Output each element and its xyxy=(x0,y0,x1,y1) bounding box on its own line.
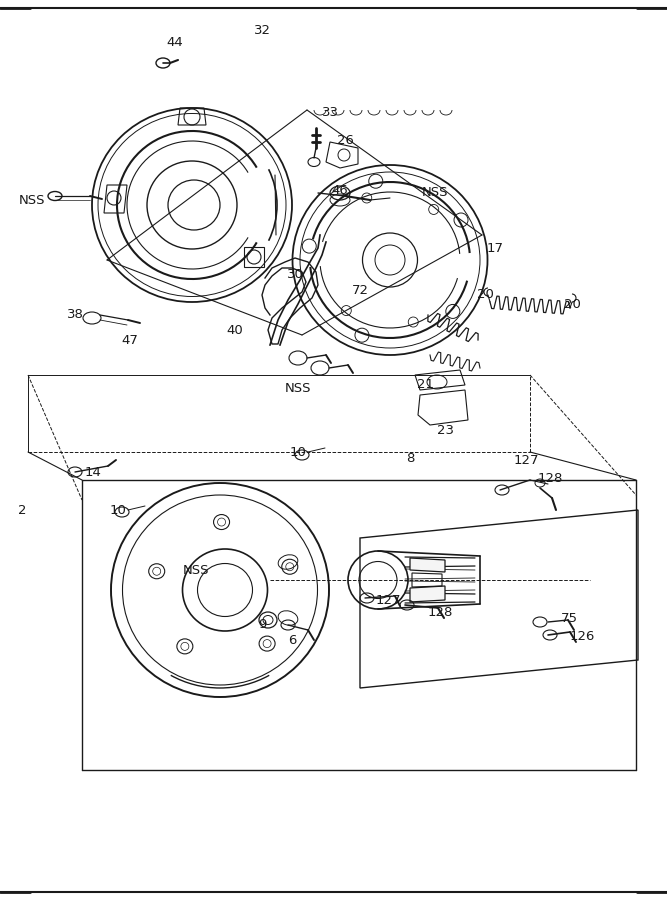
Text: 128: 128 xyxy=(538,472,563,484)
Text: 127: 127 xyxy=(513,454,539,466)
Text: 127: 127 xyxy=(376,593,401,607)
Text: 40: 40 xyxy=(227,323,243,337)
Text: 6: 6 xyxy=(288,634,296,646)
Text: 33: 33 xyxy=(321,105,338,119)
Text: 128: 128 xyxy=(428,606,453,618)
Text: 2: 2 xyxy=(18,503,26,517)
Text: 23: 23 xyxy=(436,424,454,436)
Text: 20: 20 xyxy=(476,289,494,302)
Text: 38: 38 xyxy=(67,309,83,321)
Text: 8: 8 xyxy=(406,452,414,464)
Text: 126: 126 xyxy=(570,629,595,643)
Text: NSS: NSS xyxy=(19,194,45,206)
Polygon shape xyxy=(410,558,445,572)
Text: NSS: NSS xyxy=(183,563,209,577)
Text: NSS: NSS xyxy=(422,185,448,199)
Text: 26: 26 xyxy=(337,133,354,147)
Text: 46: 46 xyxy=(331,184,348,196)
Text: 44: 44 xyxy=(167,35,183,49)
Text: 20: 20 xyxy=(564,299,580,311)
Text: 9: 9 xyxy=(258,618,266,632)
Text: 21: 21 xyxy=(416,379,434,392)
Text: NSS: NSS xyxy=(285,382,311,394)
Text: 32: 32 xyxy=(253,23,271,37)
Text: 17: 17 xyxy=(486,241,504,255)
Text: 10: 10 xyxy=(109,503,127,517)
Text: 14: 14 xyxy=(85,465,101,479)
Text: 47: 47 xyxy=(121,334,139,346)
Text: 10: 10 xyxy=(289,446,306,460)
Text: 72: 72 xyxy=(352,284,368,296)
Text: 30: 30 xyxy=(287,268,303,282)
Text: 75: 75 xyxy=(560,611,578,625)
Polygon shape xyxy=(410,586,445,602)
